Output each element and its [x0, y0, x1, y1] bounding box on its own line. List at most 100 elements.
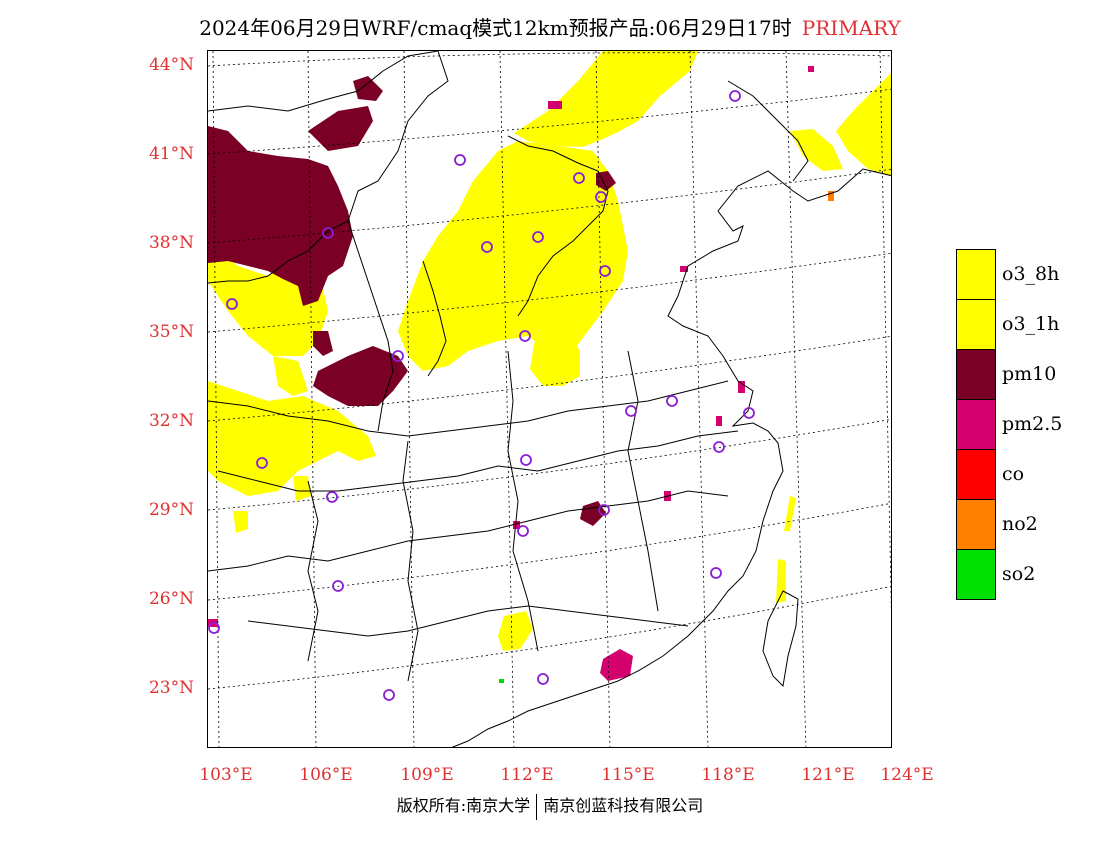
legend-swatch [956, 449, 996, 500]
province-boundaries [208, 51, 891, 747]
graticule-lat-41 [208, 88, 891, 155]
legend-swatch [956, 299, 996, 350]
lon-label-109: 109°E [400, 765, 454, 785]
station-marker [208, 622, 220, 634]
boundary-central-ew [208, 380, 729, 437]
lon-label-121: 121°E [801, 765, 855, 785]
lat-label-35: 35°N [148, 322, 194, 342]
map-canvas [208, 51, 891, 747]
station-marker [256, 457, 268, 469]
so2-spot [499, 679, 504, 683]
o3-area-west-lower [208, 381, 376, 496]
lon-label-115: 115°E [601, 765, 655, 785]
station-marker [481, 241, 493, 253]
legend-swatch [956, 399, 996, 450]
taiwan-outline [762, 590, 799, 688]
legend-label: pm2.5 [1002, 413, 1063, 435]
o3-area-sw-spot [293, 476, 311, 501]
pm10-area-strip [313, 331, 333, 356]
graticule-lon-115 [595, 51, 611, 747]
graticule-lat-23 [208, 585, 891, 690]
station-marker [713, 441, 725, 453]
station-marker [666, 395, 678, 407]
legend-swatch [956, 549, 996, 600]
minor-pollutant-layer [499, 191, 834, 683]
lat-label-41: 41°N [148, 144, 194, 164]
map-panel[interactable] [207, 50, 892, 748]
lon-label-112: 112°E [500, 765, 554, 785]
pm10-area-layer [208, 76, 616, 526]
graticule-lat-32 [208, 335, 891, 422]
graticule-lon-124 [879, 51, 891, 613]
boundary-vertical-3 [402, 440, 419, 682]
boundary-vertical-2 [627, 350, 659, 612]
legend-label: so2 [1002, 563, 1036, 585]
station-marker [383, 689, 395, 701]
o3-area-east-coast-2 [776, 559, 786, 603]
lat-label-26: 26°N [148, 589, 194, 609]
lon-label-118: 118°E [701, 765, 755, 785]
o3-area-east-coast-1 [784, 496, 796, 531]
lon-label-124: 124°E [880, 765, 934, 785]
station-marker [729, 90, 741, 102]
station-marker [598, 504, 610, 516]
boundary-guangdong [247, 605, 689, 637]
legend-swatch [956, 349, 996, 400]
boundary-shaanxi [347, 220, 394, 432]
lat-label-32: 32°N [148, 411, 194, 431]
o3-area-central [398, 141, 628, 371]
graticule [208, 51, 891, 747]
pm25-spot-1 [513, 521, 520, 529]
station-marker [332, 580, 344, 592]
graticule-lon-118 [689, 51, 709, 747]
copyright-left: 版权所有:南京大学 [396, 796, 531, 815]
graticule-lon-121 [785, 51, 807, 747]
pm25-spot-5 [680, 266, 688, 272]
title-text: 2024年06月29日WRF/cmaq模式12km预报产品:06月29日17时 [199, 16, 792, 40]
station-marker [625, 405, 637, 417]
boundary-north-mongolia [208, 51, 439, 112]
station-marker [710, 567, 722, 579]
o3-area-sw-spot2 [233, 511, 248, 533]
boundary-northeast [727, 80, 809, 182]
station-marker [599, 265, 611, 277]
station-marker [743, 407, 755, 419]
graticule-lon-112 [499, 51, 515, 747]
pm25-spot-8 [808, 66, 814, 72]
pm10-area-northwest [208, 126, 353, 306]
o3-area-south [498, 611, 533, 651]
station-marker [392, 350, 404, 362]
graticule-lon-109 [403, 51, 415, 747]
lat-label-29: 29°N [148, 500, 194, 520]
lon-label-106: 106°E [299, 765, 353, 785]
station-marker [537, 673, 549, 685]
graticule-lat-44 [208, 52, 891, 67]
o3-area-north [514, 51, 698, 147]
pm25-spot-7 [548, 101, 562, 109]
lat-label-44: 44°N [148, 55, 194, 75]
pm25-spot-4 [738, 381, 745, 393]
o3-area-layer [208, 51, 891, 651]
legend-label: no2 [1002, 513, 1038, 535]
pm10-area-north-spot [308, 106, 373, 151]
station-marker [595, 191, 607, 203]
station-marker [520, 454, 532, 466]
boundary-south-central [208, 490, 729, 572]
coastline-east [451, 168, 891, 747]
station-marker [226, 298, 238, 310]
legend-label: o3_8h [1002, 263, 1060, 285]
title-primary-tag: PRIMARY [801, 16, 901, 40]
footer-separator [536, 793, 538, 820]
station-markers [208, 90, 755, 701]
lon-label-103: 103°E [199, 765, 253, 785]
boundary-vertical-1 [507, 350, 539, 652]
pm25-spot-3 [716, 416, 722, 426]
boundary-yangtze [217, 430, 739, 492]
o3-area-west-strip [273, 356, 308, 396]
legend-label: o3_1h [1002, 313, 1060, 335]
o3-area-ne-2 [790, 129, 843, 171]
pm10-area-central [313, 346, 408, 406]
graticule-lon-103 [212, 51, 220, 747]
graticule-lat-38 [208, 168, 891, 244]
station-marker [532, 231, 544, 243]
